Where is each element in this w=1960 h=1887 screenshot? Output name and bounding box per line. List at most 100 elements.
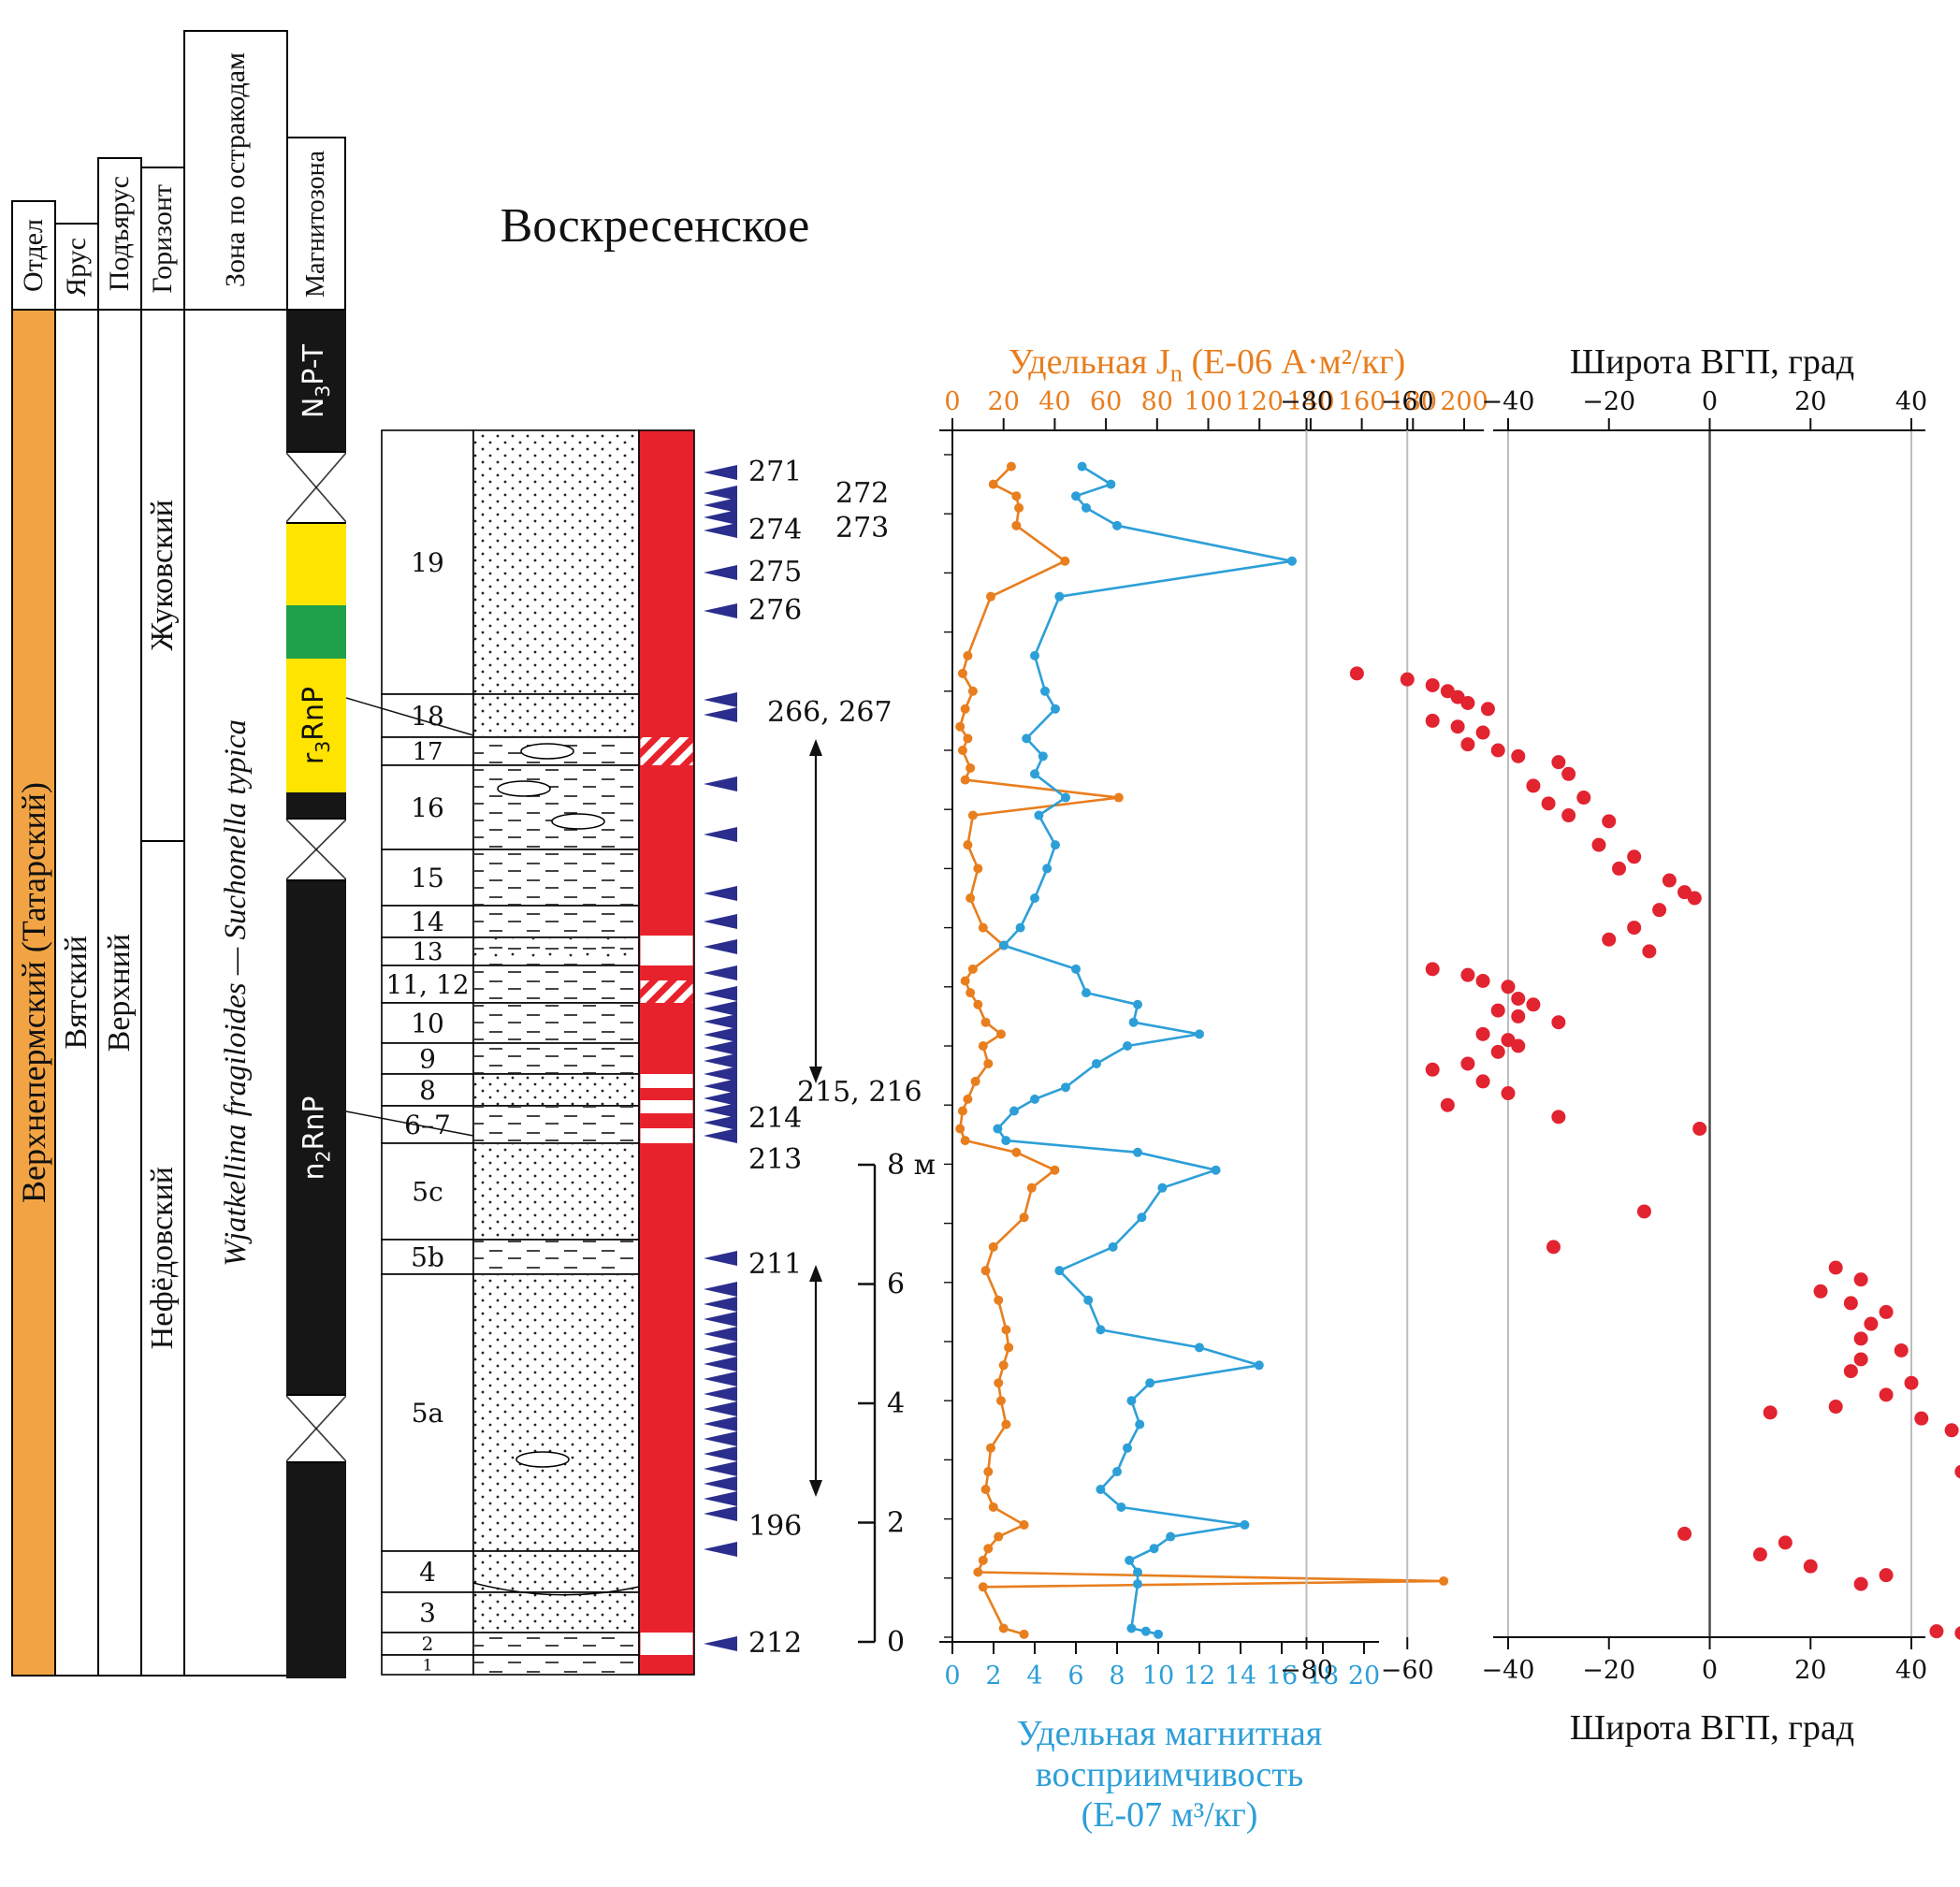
bed-litho-cell <box>472 1142 640 1241</box>
bed-litho-cell <box>472 764 640 850</box>
erosional-base <box>472 1582 640 1596</box>
vgp-point <box>1425 677 1440 692</box>
bed-number: 19 <box>411 547 444 578</box>
vgp-point <box>1627 921 1642 936</box>
scale-tick-label: 8 м <box>887 1149 936 1182</box>
series-point <box>1022 733 1032 744</box>
polarity-gap <box>640 1633 693 1655</box>
sample-marker-211 <box>704 1251 737 1266</box>
vgp-point <box>1828 1400 1843 1415</box>
series-point <box>1001 1419 1011 1430</box>
vgp-point <box>1843 1296 1858 1311</box>
series-point <box>1145 1378 1155 1388</box>
sus-tick-label: 4 <box>1026 1662 1042 1691</box>
sample-marker <box>704 827 737 842</box>
series-point <box>1009 1106 1019 1116</box>
vgp-point <box>1828 1260 1843 1275</box>
vgp-point <box>1511 1038 1526 1053</box>
correlation-line <box>345 1110 474 1137</box>
litho-pattern <box>474 1044 638 1073</box>
series-point <box>1030 650 1039 660</box>
band-horizon-nefedovsky: Нефёдовский <box>140 840 185 1677</box>
sample-marker <box>704 1357 737 1372</box>
series-point <box>963 733 973 744</box>
sus-tick-label: 2 <box>985 1662 1001 1691</box>
vgp-point <box>1460 695 1475 710</box>
bed-number-cell <box>381 1550 474 1593</box>
series-point <box>1108 1241 1118 1252</box>
bed-number-cell <box>381 1105 474 1144</box>
sample-marker <box>704 1297 737 1312</box>
bed-litho-cell <box>472 1239 640 1275</box>
vgp-point <box>1460 1056 1475 1071</box>
series-point <box>1096 1325 1106 1335</box>
series-point <box>1126 1623 1137 1633</box>
bed-number: 8 <box>419 1075 436 1106</box>
sample-marker <box>704 886 737 901</box>
series-point <box>1128 1017 1139 1027</box>
series-point <box>965 988 976 998</box>
bed-number: 10 <box>411 1008 444 1038</box>
vgp-tick-label: 20 <box>1794 1656 1826 1685</box>
series-point <box>1011 491 1022 501</box>
vgp-point <box>1763 1405 1778 1420</box>
vgp-point <box>1490 1044 1505 1059</box>
vgp-point <box>1425 1062 1440 1077</box>
series-point <box>1287 556 1297 566</box>
sample-label: 215, 216 <box>797 1076 922 1109</box>
series-point <box>1133 999 1142 1009</box>
series-point <box>995 1396 1006 1406</box>
vgp-point <box>1591 837 1606 852</box>
series-point <box>1116 1502 1126 1512</box>
sample-label: 214 <box>748 1102 802 1135</box>
band-yarus: Вятский <box>54 309 99 1677</box>
series-point <box>1106 479 1116 489</box>
arrowhead-up <box>809 1265 822 1282</box>
vgp-point <box>1944 1423 1959 1438</box>
jn-tick-label: 100 <box>1184 387 1233 416</box>
sample-marker <box>704 1312 737 1327</box>
sample-marker <box>704 510 737 525</box>
series-point <box>980 1266 991 1276</box>
bed-number-cell <box>381 965 474 1004</box>
bed-number-cell <box>381 1632 474 1656</box>
polarity-gap <box>640 936 693 965</box>
series-point <box>973 1567 983 1577</box>
series-point <box>980 1017 991 1027</box>
bed-number: 18 <box>411 701 444 732</box>
sample-marker <box>704 1027 737 1042</box>
litho-pattern <box>474 1633 638 1654</box>
sus-tick-label: 0 <box>944 1662 960 1691</box>
vgp-point <box>1954 1626 1960 1640</box>
litho-pattern <box>474 1075 638 1105</box>
vgp-point <box>1511 1009 1526 1023</box>
sample-marker <box>704 692 737 707</box>
lens-symbol <box>497 780 551 797</box>
bed-number-cell <box>381 764 474 850</box>
magnetozone-r3RnP: r3RnP <box>286 659 346 792</box>
series-point <box>998 940 1009 951</box>
sample-marker-276 <box>704 603 737 618</box>
bed-number-cell <box>381 429 474 695</box>
series-point <box>1195 1029 1204 1039</box>
series-point <box>994 1295 1004 1305</box>
magnetozone-uncertain <box>286 818 346 881</box>
scale-tick-label: 4 <box>887 1387 905 1420</box>
series-point <box>986 591 996 602</box>
series-point <box>967 686 978 696</box>
sus-tick-label: 20 <box>1348 1662 1380 1691</box>
sample-label: 276 <box>748 594 802 627</box>
vgp-point <box>1460 967 1475 982</box>
series-point <box>986 1443 996 1453</box>
sample-label: 266, 267 <box>767 696 893 729</box>
series-point <box>1123 1443 1132 1453</box>
series-point <box>1011 1147 1022 1157</box>
band-magnetozone: N3P-T r3RnP n2RnP <box>286 309 346 1678</box>
series-point <box>988 479 998 489</box>
vgp-point <box>1460 737 1475 752</box>
polarity-gap <box>640 1100 693 1113</box>
vgp-tick-label: −60 <box>1381 1656 1434 1685</box>
bed-number: 14 <box>411 907 444 937</box>
sample-marker <box>704 1542 737 1557</box>
